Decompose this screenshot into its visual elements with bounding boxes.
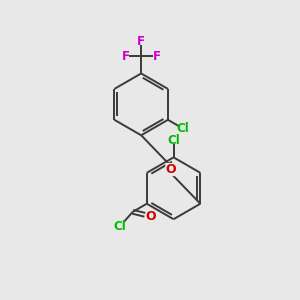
Text: F: F <box>137 34 145 48</box>
Text: Cl: Cl <box>176 122 189 135</box>
Text: Cl: Cl <box>113 220 126 233</box>
Text: O: O <box>165 163 176 176</box>
Text: F: F <box>152 50 160 63</box>
Text: Cl: Cl <box>167 134 180 147</box>
Text: F: F <box>122 50 130 63</box>
Text: O: O <box>145 210 156 223</box>
